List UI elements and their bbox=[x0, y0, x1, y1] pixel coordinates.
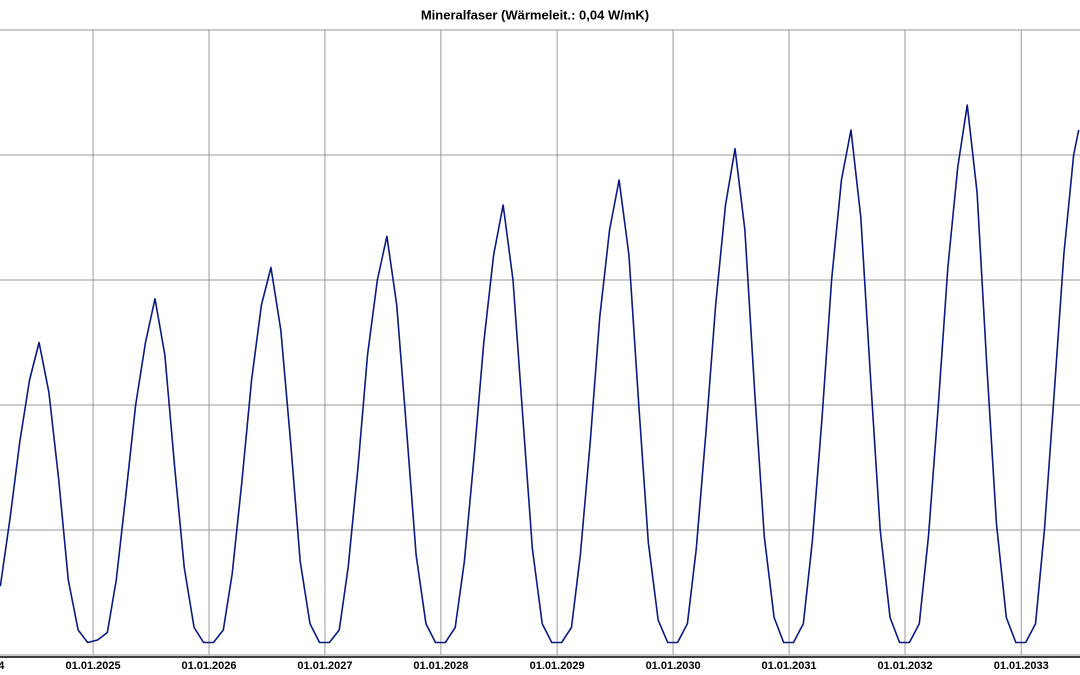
x-tick-label: 01.01.2026 bbox=[181, 660, 236, 672]
x-tick-label: 01.01.2027 bbox=[297, 660, 352, 672]
x-tick-label: 01.01.2024 bbox=[0, 660, 5, 672]
x-tick-label: 01.01.2030 bbox=[646, 660, 701, 672]
data-line bbox=[0, 104, 1080, 644]
x-tick-label: 01.01.2029 bbox=[530, 660, 585, 672]
x-labels: 01.01.2024 01.01.2025 01.01.2026 01.01.2027… bbox=[0, 660, 1049, 672]
x-tick-label: 01.01.2032 bbox=[877, 660, 932, 672]
grid bbox=[0, 29, 1080, 656]
x-tick-label: 01.01.2025 bbox=[66, 660, 121, 672]
x-tick-label: 01.01.2028 bbox=[413, 660, 468, 672]
x-tick-label: 01.01.2031 bbox=[762, 660, 817, 672]
x-tick-label: 01.01.2033 bbox=[994, 660, 1049, 672]
plot bbox=[0, 104, 1080, 644]
chart-title: Mineralfaser (Wärmeleit.: 0,04 W/mK) bbox=[421, 7, 649, 22]
